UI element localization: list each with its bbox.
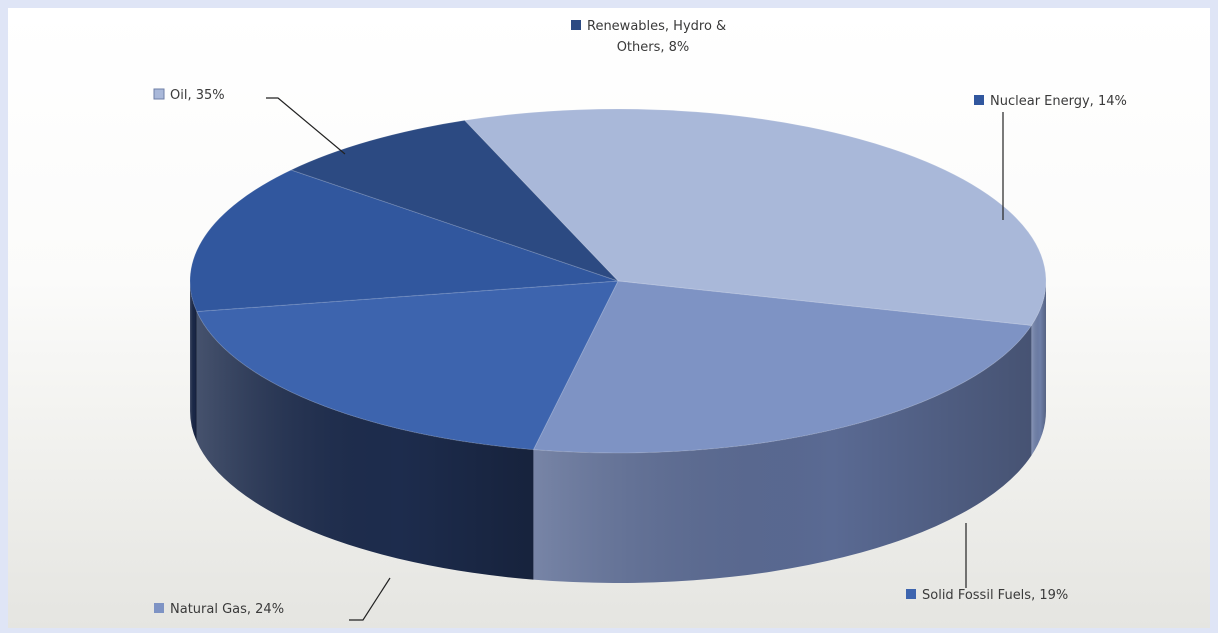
pie-side-shade-solid-fossil-fuels [196,311,534,580]
pie-slice-nuclear-energy [189,169,619,312]
label-marker-oil [153,88,165,100]
label-marker-renewables-hydro-others [571,20,581,30]
label-marker-natural-gas [154,603,164,613]
pie-chart: Oil, 35% Natural Gas, 24% Solid Fossil Fue… [153,19,1127,621]
leader-lines [266,97,1004,621]
data-label-solid-fossil-fuels: Solid Fossil Fuels, 19% [922,588,1068,603]
data-label-nuclear-energy: Nuclear Energy, 14% [990,94,1127,109]
leader-line-oil [266,97,346,155]
pie-side-shade-natural-gas [533,325,1032,583]
data-label-natural-gas: Natural Gas, 24% [170,602,284,617]
pie-slices [189,108,1047,454]
pie-side-shade-oil [1031,281,1046,456]
label-marker-nuclear-energy [974,95,984,105]
pie-slice-solid-fossil-fuels [196,280,619,451]
data-labels: Oil, 35% Natural Gas, 24% Solid Fossil Fue… [153,19,1127,617]
pie-slice-natural-gas [532,280,1033,454]
pie-side-shade-nuclear-energy [190,281,197,442]
data-label-oil: Oil, 35% [170,88,225,103]
leader-line-natural-gas [349,577,391,621]
data-label-renewables-hydro-others: Renewables, Hydro & [587,19,726,34]
pie-slice-oil [463,108,1047,327]
pie-slice-renewables-hydro-others [289,119,619,282]
chart-plot-area: Oil, 35% Natural Gas, 24% Solid Fossil Fue… [8,8,1210,628]
label-marker-solid-fossil-fuels [906,589,916,599]
pie-side-walls [190,281,1046,583]
data-label-renewables-hydro-others-line-2: Others, 8% [617,40,690,55]
